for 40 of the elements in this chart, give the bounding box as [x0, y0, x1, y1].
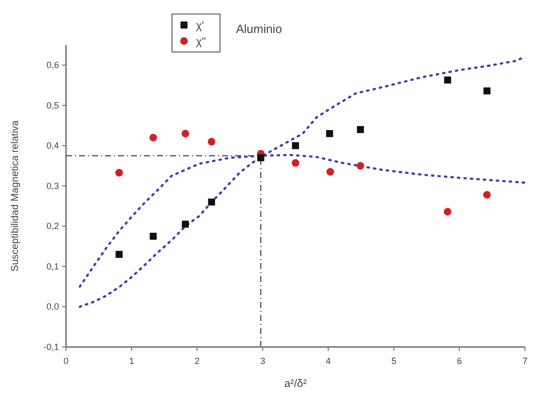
legend-label: χ'' [196, 36, 206, 48]
y-tick-label: 0,2 [46, 221, 59, 232]
y-tick-label: 0,0 [46, 302, 59, 312]
x-tick-label: 1 [129, 356, 134, 366]
y-tick-label: 0,6 [46, 60, 59, 70]
point [292, 159, 300, 167]
point [116, 250, 123, 258]
point [444, 208, 452, 216]
x-tick-label: 5 [391, 356, 396, 366]
point [356, 126, 364, 134]
point [483, 190, 491, 199]
x-tick-label: 2 [194, 356, 200, 366]
point [182, 220, 189, 228]
chart-title: Aluminio [236, 22, 282, 36]
point [356, 162, 364, 170]
x-tick-label: 6 [456, 356, 462, 366]
y-tick-label: 0,3 [46, 180, 59, 191]
y-tick-label: 0,5 [46, 100, 59, 110]
x-tick-label: 0 [63, 356, 69, 366]
point [326, 168, 334, 176]
y-tick-label: 0,4 [46, 140, 59, 151]
legend-label: χ' [196, 20, 204, 32]
point [292, 142, 299, 150]
point [257, 154, 264, 162]
point [444, 76, 452, 84]
point [115, 168, 123, 176]
point [326, 130, 334, 138]
point [182, 130, 190, 138]
point [150, 232, 157, 240]
point [483, 87, 490, 94]
x-tick-label: 4 [326, 356, 331, 366]
point [208, 198, 216, 206]
point [208, 138, 216, 146]
x-tick-label: 3 [260, 356, 266, 366]
point [149, 134, 158, 142]
x-axis-title: a²/δ² [284, 378, 308, 390]
x-tick-label: 7 [522, 356, 528, 366]
y-tick-label: -0,1 [43, 342, 59, 352]
y-tick-label: 0,1 [46, 261, 59, 272]
y-axis-title: Susceptibilidad Magnetica relativa [10, 120, 21, 272]
